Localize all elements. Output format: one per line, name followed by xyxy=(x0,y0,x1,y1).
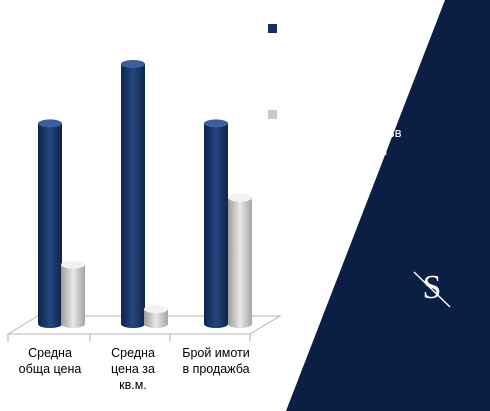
bar-top xyxy=(61,260,85,269)
legend-item-decreased: Брой квартали с намалени цени във всички… xyxy=(268,106,448,160)
category-label-line: цена за xyxy=(111,362,155,376)
bar-top xyxy=(144,305,168,314)
bar-body xyxy=(228,197,252,328)
bar-decreased-0 xyxy=(61,260,85,328)
bar-body xyxy=(204,123,228,328)
legend-line: повишени цени във xyxy=(284,39,403,54)
bar-body xyxy=(144,309,168,328)
bar-increased-1 xyxy=(121,60,145,328)
bar-body xyxy=(38,123,62,328)
bar-top xyxy=(204,119,228,128)
logo-slash xyxy=(413,271,451,308)
bar-body xyxy=(61,264,85,328)
legend-line: Брой квартали с xyxy=(284,107,383,122)
logo-letter: S xyxy=(423,269,442,306)
bar-top xyxy=(121,60,145,68)
bar-top xyxy=(228,193,252,202)
category-label-listings: Брой имоти в продажба xyxy=(174,345,258,377)
category-label-price-per-sqm: Средна цена за кв.м. xyxy=(91,345,175,393)
category-label-line: кв.м. xyxy=(119,378,147,392)
category-label-line: Средна xyxy=(111,346,155,360)
bar-increased-2 xyxy=(204,119,228,328)
legend-line: намалени цени във xyxy=(284,125,402,140)
logo: S xyxy=(413,269,451,308)
bar-top xyxy=(38,119,62,128)
legend-line: всички категории xyxy=(284,143,388,158)
legend-line: всички категории xyxy=(284,57,388,72)
legend-line: Брой квартали с xyxy=(284,21,383,36)
bars-group xyxy=(38,60,252,328)
category-label-line: Средна xyxy=(28,346,72,360)
category-label-avg-price: Средна обща цена xyxy=(8,345,92,377)
bar-increased-0 xyxy=(38,119,62,328)
legend-swatch xyxy=(268,110,277,119)
category-label-line: Брой имоти xyxy=(182,346,250,360)
bar-decreased-1 xyxy=(144,305,168,328)
category-label-line: в продажба xyxy=(182,362,250,376)
navy-panel xyxy=(286,0,490,411)
legend-swatch xyxy=(268,24,277,33)
bar-body xyxy=(121,64,145,328)
bar-decreased-2 xyxy=(228,193,252,328)
legend: Брой квартали с повишени цени във всички… xyxy=(268,20,448,192)
category-label-line: обща цена xyxy=(18,362,82,376)
legend-item-increased: Брой квартали с повишени цени във всички… xyxy=(268,20,448,74)
